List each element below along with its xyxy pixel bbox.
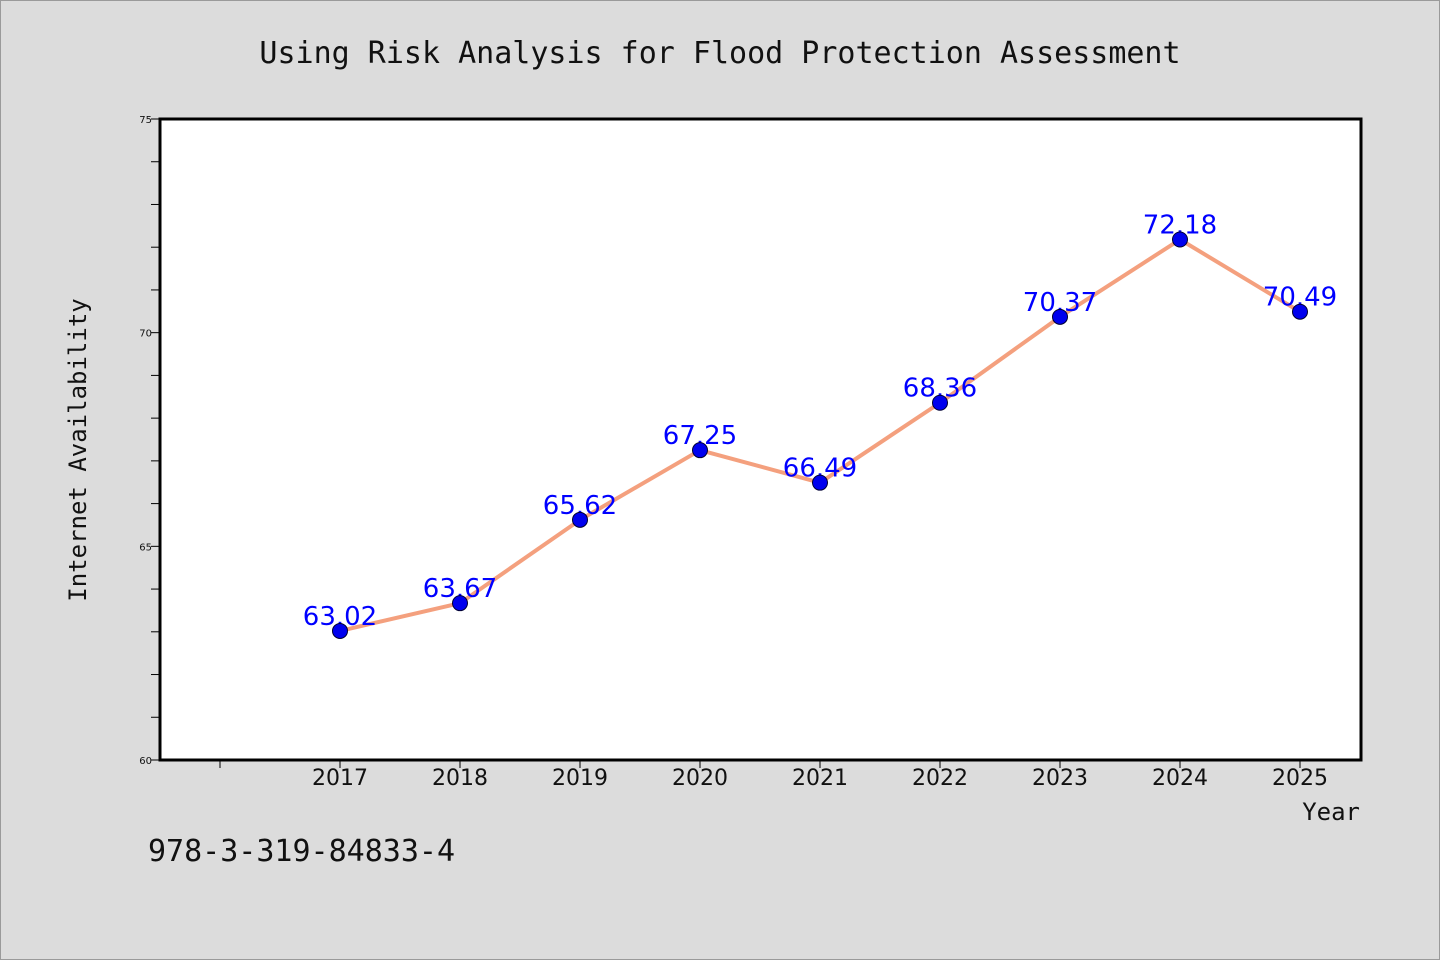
x-tick-label: 2019	[552, 766, 608, 791]
x-tick-label: 2017	[312, 766, 368, 791]
data-point	[1052, 308, 1068, 325]
isbn-text: 978-3-319-84833-4	[148, 834, 456, 869]
x-tick-label: 2018	[432, 766, 488, 791]
y-tick-label: 60	[139, 756, 152, 767]
x-axis-label: Year	[1302, 798, 1360, 826]
y-tick-label: 65	[139, 542, 152, 553]
data-point	[932, 394, 948, 411]
x-tick-label: 2022	[912, 766, 968, 791]
x-tick-label: 2023	[1032, 766, 1088, 791]
chart-title: Using Risk Analysis for Flood Protection…	[259, 36, 1180, 71]
data-point	[692, 442, 708, 459]
x-tick-label: 2025	[1272, 766, 1328, 791]
plot-area	[158, 117, 1363, 762]
data-point	[1172, 231, 1188, 248]
x-tick-label: 2020	[672, 766, 728, 791]
data-point	[452, 595, 468, 612]
x-tick-label: 2021	[792, 766, 848, 791]
y-tick-label: 70	[139, 329, 152, 340]
y-axis-label: Internet Availability	[64, 298, 92, 601]
series-layer: 63.0263.6765.6267.2566.4968.3670.3772.18…	[303, 211, 1337, 639]
y-axis: 60 65 70 75	[139, 115, 160, 767]
data-point	[572, 511, 588, 528]
data-point	[332, 622, 348, 639]
x-tick-label: 2024	[1152, 766, 1208, 791]
data-point	[812, 474, 828, 491]
y-tick-label: 75	[139, 115, 152, 126]
data-point	[1292, 303, 1308, 320]
x-axis: 2017 2018 2019 2020 2021 2022 2023 2024 2025	[219, 760, 1328, 791]
